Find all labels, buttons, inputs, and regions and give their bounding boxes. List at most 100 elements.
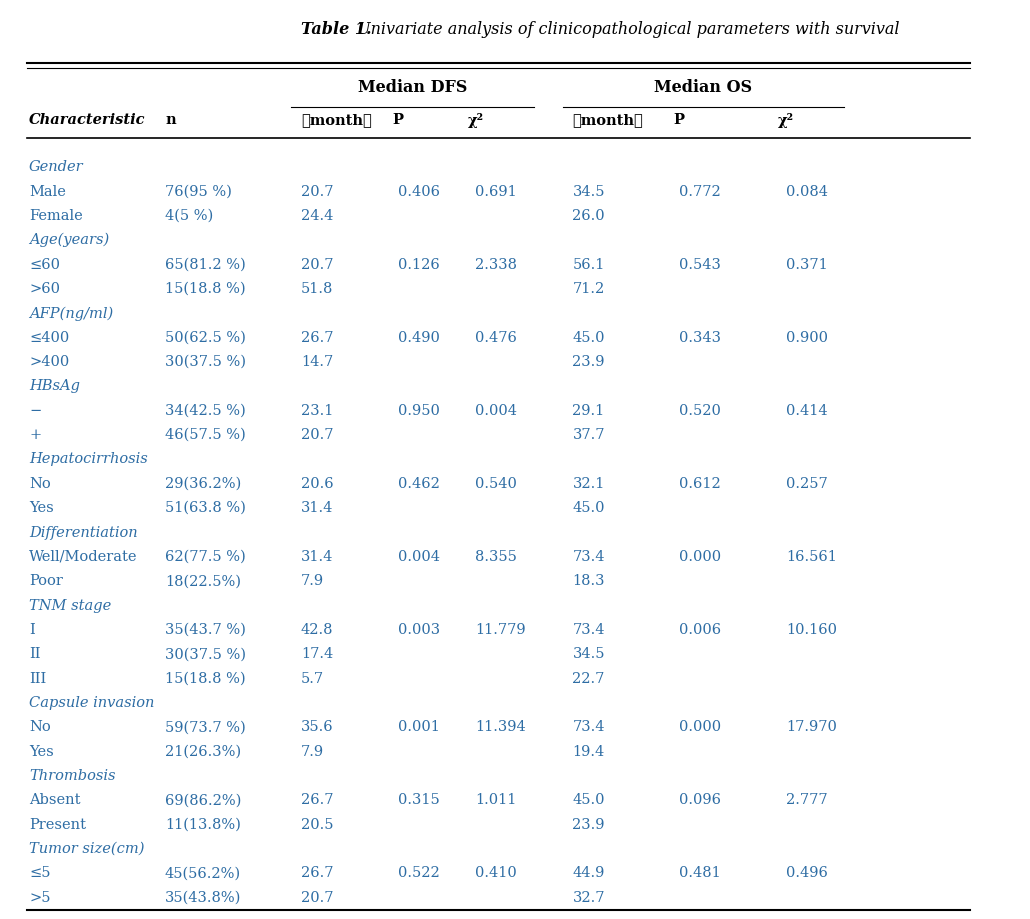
Text: 73.4: 73.4 <box>573 550 605 564</box>
Text: 7.9: 7.9 <box>301 574 323 588</box>
Text: 1.011: 1.011 <box>476 793 517 808</box>
Text: 26.7: 26.7 <box>301 793 334 808</box>
Text: 0.462: 0.462 <box>398 477 440 491</box>
Text: 34.5: 34.5 <box>573 185 605 199</box>
Text: 20.7: 20.7 <box>301 428 334 442</box>
Text: 26.0: 26.0 <box>573 209 605 223</box>
Text: 0.900: 0.900 <box>786 331 828 345</box>
Text: 0.406: 0.406 <box>398 185 440 199</box>
Text: 0.343: 0.343 <box>679 331 721 345</box>
Text: Gender: Gender <box>29 160 83 175</box>
Text: Thrombosis: Thrombosis <box>29 769 115 783</box>
Text: 0.257: 0.257 <box>786 477 828 491</box>
Text: 20.7: 20.7 <box>301 891 334 905</box>
Text: 15(18.8 %): 15(18.8 %) <box>165 672 245 686</box>
Text: 35(43.7 %): 35(43.7 %) <box>165 623 246 637</box>
Text: 7.9: 7.9 <box>301 744 323 759</box>
Text: 5.7: 5.7 <box>301 672 323 686</box>
Text: 76(95 %): 76(95 %) <box>165 185 232 199</box>
Text: 34(42.5 %): 34(42.5 %) <box>165 403 246 418</box>
Text: 0.084: 0.084 <box>786 185 828 199</box>
Text: 0.006: 0.006 <box>679 623 721 637</box>
Text: Poor: Poor <box>29 574 63 588</box>
Text: 0.004: 0.004 <box>398 550 440 564</box>
Text: Yes: Yes <box>29 501 54 516</box>
Text: （month）: （month） <box>573 113 644 127</box>
Text: 0.003: 0.003 <box>398 623 440 637</box>
Text: 69(86.2%): 69(86.2%) <box>165 793 241 808</box>
Text: 59(73.7 %): 59(73.7 %) <box>165 720 246 734</box>
Text: 2.777: 2.777 <box>786 793 827 808</box>
Text: 10.160: 10.160 <box>786 623 837 637</box>
Text: 0.496: 0.496 <box>786 867 828 880</box>
Text: 18(22.5%): 18(22.5%) <box>165 574 241 588</box>
Text: >400: >400 <box>29 355 69 369</box>
Text: 35.6: 35.6 <box>301 720 334 734</box>
Text: 0.096: 0.096 <box>679 793 721 808</box>
Text: 20.7: 20.7 <box>301 185 334 199</box>
Text: 17.970: 17.970 <box>786 720 836 734</box>
Text: 17.4: 17.4 <box>301 647 333 662</box>
Text: 30(37.5 %): 30(37.5 %) <box>165 647 246 662</box>
Text: 32.1: 32.1 <box>573 477 605 491</box>
Text: χ²: χ² <box>468 112 483 128</box>
Text: 45.0: 45.0 <box>573 501 605 516</box>
Text: ≤400: ≤400 <box>29 331 69 345</box>
Text: Differentiation: Differentiation <box>29 526 138 539</box>
Text: Male: Male <box>29 185 66 199</box>
Text: 29(36.2%): 29(36.2%) <box>165 477 241 491</box>
Text: 26.7: 26.7 <box>301 331 334 345</box>
Text: AFP(ng/ml): AFP(ng/ml) <box>29 306 113 321</box>
Text: 8.355: 8.355 <box>476 550 517 564</box>
Text: Present: Present <box>29 818 87 832</box>
Text: 0.001: 0.001 <box>398 720 440 734</box>
Text: 0.490: 0.490 <box>398 331 440 345</box>
Text: 15(18.8 %): 15(18.8 %) <box>165 282 245 296</box>
Text: 71.2: 71.2 <box>573 282 605 296</box>
Text: 14.7: 14.7 <box>301 355 333 369</box>
Text: χ²: χ² <box>778 112 794 128</box>
Text: 2.338: 2.338 <box>476 257 517 272</box>
Text: Median DFS: Median DFS <box>357 80 467 96</box>
Text: 0.543: 0.543 <box>679 257 721 272</box>
Text: 0.950: 0.950 <box>398 403 440 418</box>
Text: 44.9: 44.9 <box>573 867 605 880</box>
Text: 32.7: 32.7 <box>573 891 605 905</box>
Text: 18.3: 18.3 <box>573 574 605 588</box>
Text: I: I <box>29 623 35 637</box>
Text: 31.4: 31.4 <box>301 550 333 564</box>
Text: 0.371: 0.371 <box>786 257 828 272</box>
Text: 46(57.5 %): 46(57.5 %) <box>165 428 246 442</box>
Text: P: P <box>674 113 685 127</box>
Text: P: P <box>392 113 404 127</box>
Text: Tumor size(cm): Tumor size(cm) <box>29 842 144 857</box>
Text: 30(37.5 %): 30(37.5 %) <box>165 355 246 369</box>
Text: 0.481: 0.481 <box>679 867 721 880</box>
Text: 0.126: 0.126 <box>398 257 440 272</box>
Text: 23.9: 23.9 <box>573 355 605 369</box>
Text: 26.7: 26.7 <box>301 867 334 880</box>
Text: 51.8: 51.8 <box>301 282 333 296</box>
Text: TNM stage: TNM stage <box>29 598 111 613</box>
Text: 56.1: 56.1 <box>573 257 605 272</box>
Text: 4(5 %): 4(5 %) <box>165 209 213 223</box>
Text: 0.612: 0.612 <box>679 477 721 491</box>
Text: 23.1: 23.1 <box>301 403 333 418</box>
Text: 0.772: 0.772 <box>679 185 721 199</box>
Text: Female: Female <box>29 209 82 223</box>
Text: 0.414: 0.414 <box>786 403 827 418</box>
Text: 11.394: 11.394 <box>476 720 526 734</box>
Text: 20.5: 20.5 <box>301 818 334 832</box>
Text: 0.000: 0.000 <box>679 550 721 564</box>
Text: 29.1: 29.1 <box>573 403 605 418</box>
Text: 0.522: 0.522 <box>398 867 440 880</box>
Text: 0.315: 0.315 <box>398 793 440 808</box>
Text: Characteristic: Characteristic <box>29 113 145 127</box>
Text: 51(63.8 %): 51(63.8 %) <box>165 501 246 516</box>
Text: 0.000: 0.000 <box>679 720 721 734</box>
Text: Capsule invasion: Capsule invasion <box>29 696 154 710</box>
Text: 21(26.3%): 21(26.3%) <box>165 744 241 759</box>
Text: Median OS: Median OS <box>654 80 753 96</box>
Text: Hepatocirrhosis: Hepatocirrhosis <box>29 452 148 467</box>
Text: +: + <box>29 428 41 442</box>
